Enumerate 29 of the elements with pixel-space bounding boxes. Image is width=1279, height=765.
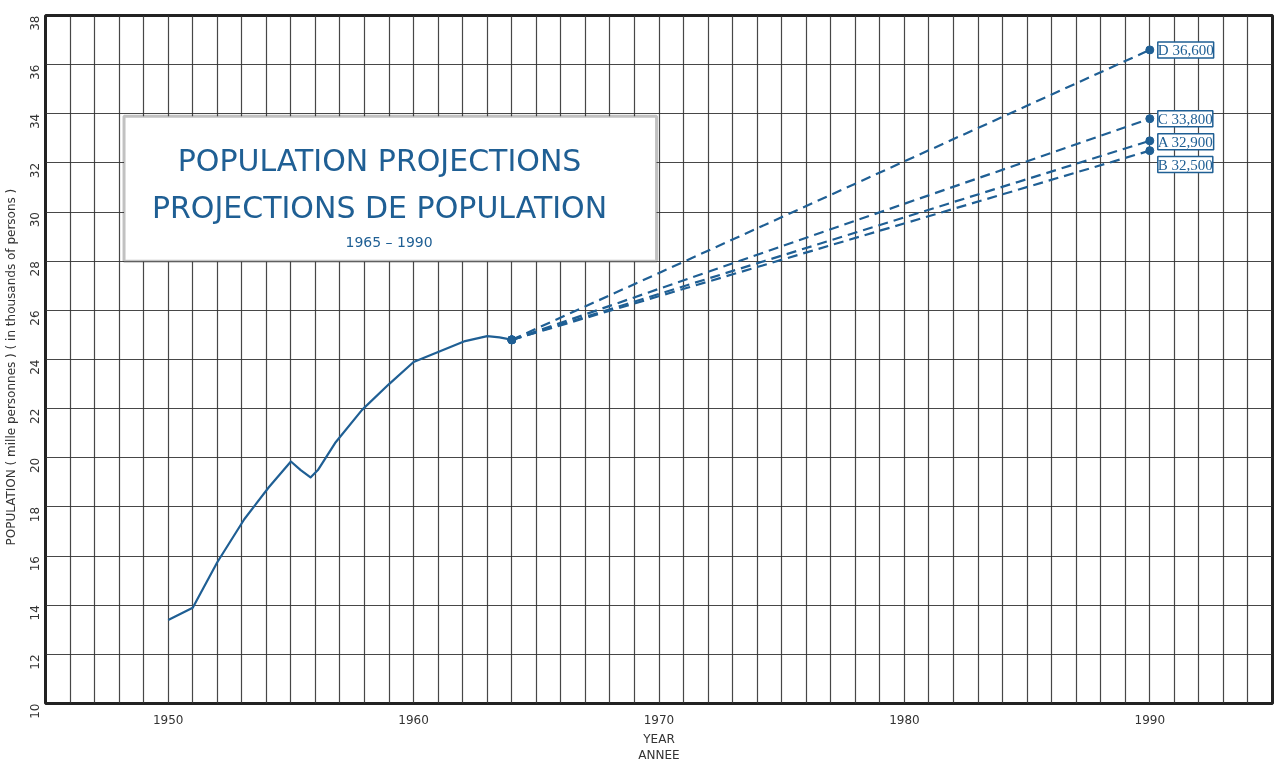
y-tick-label: 28: [28, 261, 42, 277]
y-tick-label: 22: [28, 408, 42, 424]
y-tick-label: 26: [28, 310, 42, 326]
y-tick-label: 14: [28, 605, 42, 621]
x-tick-label: 1950: [152, 712, 184, 727]
text: POPULATION PROJECTIONS: [177, 142, 582, 178]
y-tick-label: 18: [28, 506, 42, 523]
text: PROJECTIONS DE POPULATION: [151, 189, 608, 225]
x-axis-title: YEAR ANNEE: [638, 731, 680, 763]
y-tick-label: 32: [28, 162, 42, 179]
y-tick-label: 20: [28, 457, 42, 474]
data-label: B 32,500: [1157, 156, 1213, 173]
annotation: 1965 – 1990: [345, 233, 433, 250]
y-tick-label: 34: [28, 113, 42, 130]
y-tick-label: 30: [28, 212, 42, 228]
x-tick-label: 1980: [889, 712, 920, 727]
x-tick-label: 1970: [643, 712, 675, 727]
y-tick-label: 36: [28, 64, 42, 80]
data-label: A 32,900: [1157, 133, 1213, 150]
y-tick-label: 24: [28, 359, 42, 375]
y-tick-label: 10: [28, 703, 42, 719]
y-tick-label: 38: [28, 15, 42, 31]
data-label: C 33,800: [1157, 110, 1213, 127]
y-axis-title: POPULATION ( mille personnes ) ( in thousands of persons ): [3, 188, 18, 546]
y-tick-label: 16: [28, 556, 42, 572]
y-tick-label: 12: [28, 654, 42, 670]
x-tick-label: 1960: [398, 712, 429, 727]
data-label: D 36,600: [1157, 41, 1214, 58]
x-tick-label: 1990: [1134, 712, 1166, 727]
